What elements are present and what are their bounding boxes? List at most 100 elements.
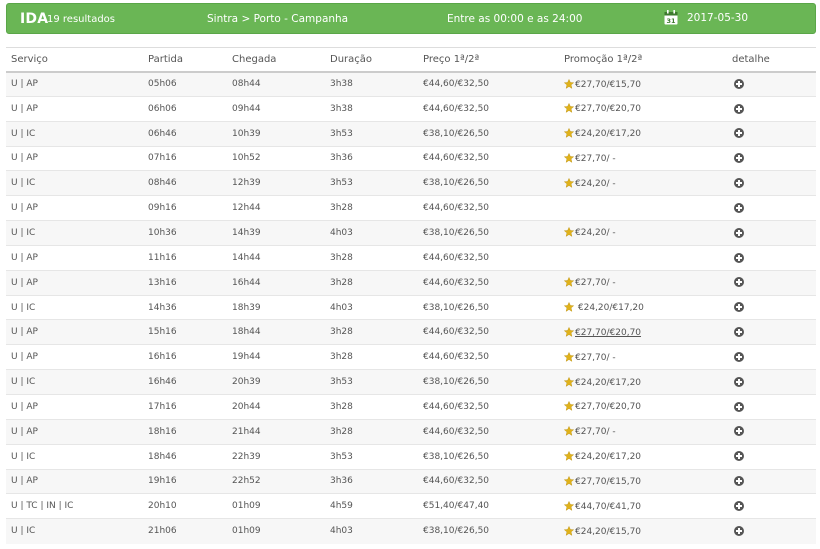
detail-cell	[727, 493, 816, 519]
star-icon	[564, 227, 574, 238]
arrival-cell: 01h09	[227, 493, 325, 519]
promo-cell: €27,70/€20,70	[559, 393, 727, 420]
promo-cell: €24,20/€17,20	[559, 120, 727, 147]
price-cell: €44,60/€32,50	[418, 95, 559, 122]
service-cell: U | AP	[6, 195, 143, 221]
arrival-cell: 10h52	[227, 145, 325, 171]
arrival-cell: 19h44	[227, 344, 325, 370]
service-cell: U | AP	[6, 71, 143, 97]
price-cell: €51,40/€47,40	[418, 493, 559, 519]
plus-circle-icon[interactable]	[734, 302, 744, 313]
star-icon	[564, 426, 574, 437]
plus-circle-icon[interactable]	[734, 327, 744, 338]
plus-circle-icon[interactable]	[734, 526, 744, 537]
departure-cell: 16h46	[143, 369, 227, 395]
plus-circle-icon[interactable]	[734, 153, 744, 164]
col-header-duration: Duração	[325, 47, 418, 73]
table-row: U | IC 14h36 18h39 4h03 €38,10/€26,50 €24,20…	[6, 294, 816, 320]
service-cell: U | TC | IN | IC	[6, 493, 143, 519]
star-icon	[564, 302, 574, 312]
plus-circle-icon[interactable]	[734, 252, 744, 263]
price-cell: €38,10/€26,50	[418, 220, 559, 246]
table-row: U | AP 13h16 16h44 3h28 €44,60/€32,50 €27,70/…	[6, 269, 816, 296]
promo-price: €27,70/€20,70	[575, 402, 642, 413]
duration-cell: 3h53	[325, 443, 418, 469]
results-header-bar: IDA 19 resultados Sintra > Porto - Campa…	[6, 3, 816, 34]
price-cell: €44,60/€32,50	[418, 145, 559, 171]
promo-price: €24,20/ -	[575, 178, 616, 189]
table-row: U | AP 09h16 12h44 3h28 €44,60/€32,50	[6, 195, 816, 221]
duration-cell: 3h53	[325, 369, 418, 395]
star-icon	[564, 78, 574, 89]
plus-circle-icon[interactable]	[734, 128, 744, 139]
plus-circle-icon[interactable]	[734, 103, 744, 114]
travel-date: 2017-05-30	[687, 12, 749, 24]
table-row: U | IC 16h46 20h39 3h53 €38,10/€26,50 €24,20/…	[6, 369, 816, 395]
price-cell: €44,60/€32,50	[418, 319, 559, 345]
detail-cell	[727, 294, 816, 320]
calendar-icon: 31	[664, 10, 678, 25]
promo-cell: €27,70/€15,70	[559, 468, 727, 494]
plus-circle-icon[interactable]	[734, 351, 744, 362]
arrival-cell: 22h39	[227, 443, 325, 469]
promo-cell	[559, 244, 727, 271]
duration-cell: 3h38	[325, 71, 418, 97]
promo-cell: €27,70/€20,70	[559, 319, 727, 345]
svg-text:31: 31	[666, 17, 676, 25]
departure-cell: 18h16	[143, 418, 227, 445]
star-icon	[564, 525, 574, 536]
detail-cell	[727, 71, 816, 97]
detail-cell	[727, 443, 816, 469]
promo-price[interactable]: €27,70/€20,70	[575, 327, 642, 338]
promo-cell: €27,70/ -	[559, 344, 727, 370]
plus-circle-icon[interactable]	[734, 476, 744, 487]
departure-cell: 20h10	[143, 493, 227, 519]
direction-label: IDA	[20, 11, 49, 27]
plus-circle-icon[interactable]	[734, 376, 744, 387]
col-header-detail: detalhe	[727, 47, 816, 73]
detail-cell	[727, 269, 816, 296]
plus-circle-icon[interactable]	[734, 401, 744, 412]
promo-price: €24,20/€17,20	[575, 452, 642, 463]
departure-cell: 16h16	[143, 344, 227, 370]
price-cell: €44,60/€32,50	[418, 393, 559, 420]
detail-cell	[727, 468, 816, 494]
duration-cell: 3h36	[325, 145, 418, 171]
price-cell: €38,10/€26,50	[418, 120, 559, 147]
plus-circle-icon[interactable]	[734, 227, 744, 238]
promo-price: €24,20/€17,20	[575, 303, 644, 314]
price-cell: €44,60/€32,50	[418, 468, 559, 494]
service-cell: U | AP	[6, 244, 143, 271]
star-icon	[564, 475, 574, 486]
duration-cell: 3h53	[325, 170, 418, 196]
duration-cell: 3h28	[325, 319, 418, 345]
results-count: 19 resultados	[47, 14, 115, 25]
plus-circle-icon[interactable]	[734, 78, 744, 89]
departure-cell: 05h06	[143, 71, 227, 97]
time-window-label: Entre as 00:00 e as 24:00	[447, 13, 583, 25]
promo-cell: €44,70/€41,70	[559, 493, 727, 519]
price-cell: €38,10/€26,50	[418, 294, 559, 320]
duration-cell: 3h28	[325, 269, 418, 296]
departure-cell: 11h16	[143, 244, 227, 271]
service-cell: U | IC	[6, 220, 143, 246]
price-cell: €38,10/€26,50	[418, 170, 559, 196]
plus-circle-icon[interactable]	[734, 277, 744, 288]
price-cell: €38,10/€26,50	[418, 443, 559, 469]
departure-cell: 21h06	[143, 518, 227, 544]
promo-price: €24,20/€15,70	[575, 526, 642, 537]
col-header-price: Preço 1ª/2ª	[418, 47, 559, 73]
plus-circle-icon[interactable]	[734, 178, 744, 189]
table-row: U | AP 19h16 22h52 3h36 €44,60/€32,50 €27,70/…	[6, 468, 816, 494]
service-cell: U | IC	[6, 518, 143, 544]
plus-circle-icon[interactable]	[734, 451, 744, 462]
arrival-cell: 20h39	[227, 369, 325, 395]
table-row: U | IC 06h46 10h39 3h53 €38,10/€26,50 €24,20/…	[6, 120, 816, 147]
promo-price: €27,70/ -	[575, 427, 616, 438]
plus-circle-icon[interactable]	[734, 202, 744, 213]
plus-circle-icon[interactable]	[734, 501, 744, 512]
plus-circle-icon[interactable]	[734, 426, 744, 437]
duration-cell: 4h03	[325, 294, 418, 320]
table-row: U | AP 16h16 19h44 3h28 €44,60/€32,50 €27,70/…	[6, 344, 816, 370]
detail-cell	[727, 418, 816, 445]
